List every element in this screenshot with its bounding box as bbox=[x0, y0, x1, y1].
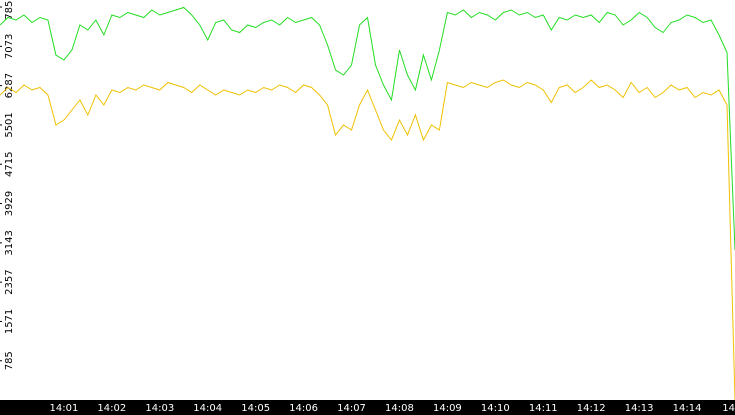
y-tick-label: 3929 bbox=[4, 191, 15, 216]
y-tick-label: 7859 bbox=[4, 0, 15, 20]
x-tick-label: 14:02 bbox=[97, 403, 126, 414]
y-tick-label: 5501 bbox=[4, 112, 15, 137]
x-tick-label: 14:10 bbox=[481, 403, 510, 414]
x-tick-label: 14:06 bbox=[289, 403, 318, 414]
y-tick-label: 1571 bbox=[4, 309, 15, 334]
y-tick-label: 2357 bbox=[4, 269, 15, 294]
x-tick-label: 14:08 bbox=[385, 403, 414, 414]
x-tick-label: 14:05 bbox=[241, 403, 270, 414]
y-tick-label: 6287 bbox=[4, 73, 15, 98]
y-tick-label: 3143 bbox=[4, 230, 15, 255]
x-tick-label: 14:01 bbox=[49, 403, 78, 414]
y-tick-label: 4715 bbox=[4, 152, 15, 177]
x-tick-label: 14:07 bbox=[337, 403, 366, 414]
x-tick-label: 14:14 bbox=[673, 403, 702, 414]
series-line bbox=[0, 6, 735, 251]
x-tick-label: 14:11 bbox=[529, 403, 558, 414]
x-tick-label: 14 bbox=[722, 403, 735, 414]
x-tick-label: 14:04 bbox=[193, 403, 222, 414]
x-tick-label: 14:09 bbox=[433, 403, 462, 414]
y-tick-label: 7073 bbox=[4, 34, 15, 59]
x-axis-band bbox=[0, 400, 735, 415]
y-tick-label: 785 bbox=[4, 351, 15, 370]
series-line bbox=[0, 79, 735, 401]
x-tick-label: 14:13 bbox=[625, 403, 654, 414]
x-tick-label: 14:03 bbox=[145, 403, 174, 414]
x-tick-label: 14:12 bbox=[577, 403, 606, 414]
